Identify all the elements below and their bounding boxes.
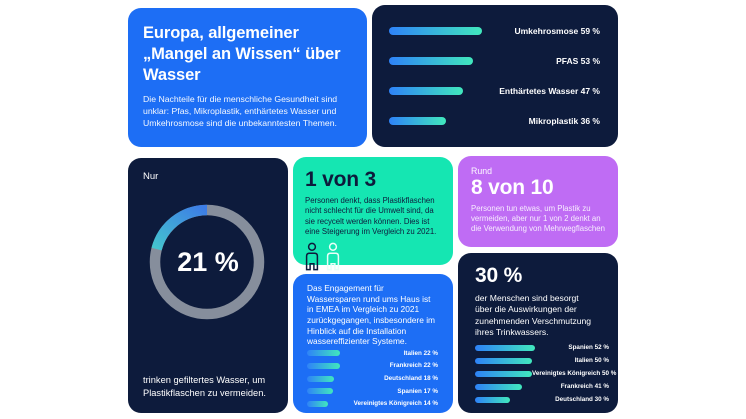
donut-chart [149,204,265,320]
engagement-body: Das Engagement für Wassersparen rund ums… [307,283,436,347]
bar-row: Enthärtetes Wasser 47 % [389,79,600,103]
donut-caption: trinken gefiltertes Wasser, um Plastikfl… [143,374,266,398]
bar-row: Vereinigtes Königreich 50 % [475,367,616,380]
bar-row: Deutschland 30 % [475,393,609,406]
engagement-chart: Italien 22 % Frankreich 22 % Deutschland 1… [307,347,438,410]
bar-label: Frankreich 22 % [389,362,438,370]
bar-row: Umkehrosmose 59 % [389,19,600,43]
bar-label: Deutschland 18 % [384,375,438,383]
concern-panel: 30 % der Menschen sind besorgt über die … [458,253,618,413]
bar-label: Deutschland 30 % [555,396,609,403]
bar-row: Spanien 52 % [475,341,609,354]
bar [307,400,328,407]
concern-body: der Menschen sind besorgt über die Auswi… [475,293,592,338]
bar-label: Italien 22 % [403,349,438,357]
bar [307,362,340,369]
bar [389,117,446,125]
bar-label: Italien 50 % [574,357,609,364]
page-title: Europa, allgemeiner „Mangel an Wissen“ ü… [143,24,341,84]
bar-row: Vereinigtes Königreich 14 % [307,397,438,410]
bar-row: PFAS 53 % [389,49,600,73]
bar-label: Spanien 17 % [397,387,438,395]
bar-label: Umkehrosmose 59 % [514,26,600,36]
one-in-three-body: Personen denkt, dass Plastikflaschen nic… [305,196,437,237]
bar [389,27,482,35]
eight-of-ten-prefix: Rund [471,166,493,176]
bar [389,87,463,95]
bar-label: Vereinigtes Königreich 50 % [532,370,617,377]
eight-of-ten-body: Personen tun etwas, um Plastik zu vermei… [471,203,605,234]
bar-label: PFAS 53 % [556,56,600,66]
bar-row: Frankreich 22 % [307,360,438,373]
concern-headline: 30 % [475,264,523,287]
bar-row: Mikroplastik 36 % [389,109,600,133]
donut-arc-segment [151,204,208,251]
person-icons-row [305,242,441,277]
one-in-three-panel: 1 von 3 Personen denkt, dass Plastikflas… [293,157,453,271]
engagement-panel: Das Engagement für Wassersparen rund ums… [293,274,453,413]
bar-row: Italien 50 % [475,354,609,367]
bar-label: Vereinigtes Königreich 14 % [353,400,438,408]
bar [475,370,532,377]
donut-prefix-label: Nur [143,171,159,182]
water-topics-chart-panel: Umkehrosmose 59 % PFAS 53 % Enthärtetes Wa… [372,5,618,147]
concern-chart: Spanien 52 % Italien 50 % Vereinigtes Köni… [475,341,616,406]
bar-row: Spanien 17 % [307,385,438,398]
one-in-three-headline: 1 von 3 [305,168,376,191]
bar-row: Frankreich 41 % [475,380,609,393]
bar-label: Mikroplastik 36 % [528,116,600,126]
bar [475,357,532,364]
bar [389,57,473,65]
eight-of-ten-headline: 8 von 10 [471,176,554,199]
intro-subtitle: Die Nachteile für die menschliche Gesund… [143,94,338,128]
bar-label: Frankreich 41 % [560,383,609,390]
person-dark-icon [305,243,319,271]
donut-value: 21 % [177,247,239,277]
bar-label: Spanien 52 % [568,344,609,351]
filtered-water-panel: Nur 21 % trinken gefiltertes Wasser, um … [128,158,288,413]
eight-of-ten-panel: Rund 8 von 10 Personen tun etwas, um Pla… [458,156,618,247]
bar [307,350,340,357]
bar [307,375,334,382]
bar [307,388,333,395]
bar-label: Enthärtetes Wasser 47 % [499,86,600,96]
bar [475,344,535,351]
bar [475,383,522,390]
bar-row: Italien 22 % [307,347,438,360]
intro-panel: Europa, allgemeiner „Mangel an Wissen“ ü… [128,8,367,147]
bar-row: Deutschland 18 % [307,372,438,385]
person-light-icon [326,243,340,271]
bar [475,396,510,403]
